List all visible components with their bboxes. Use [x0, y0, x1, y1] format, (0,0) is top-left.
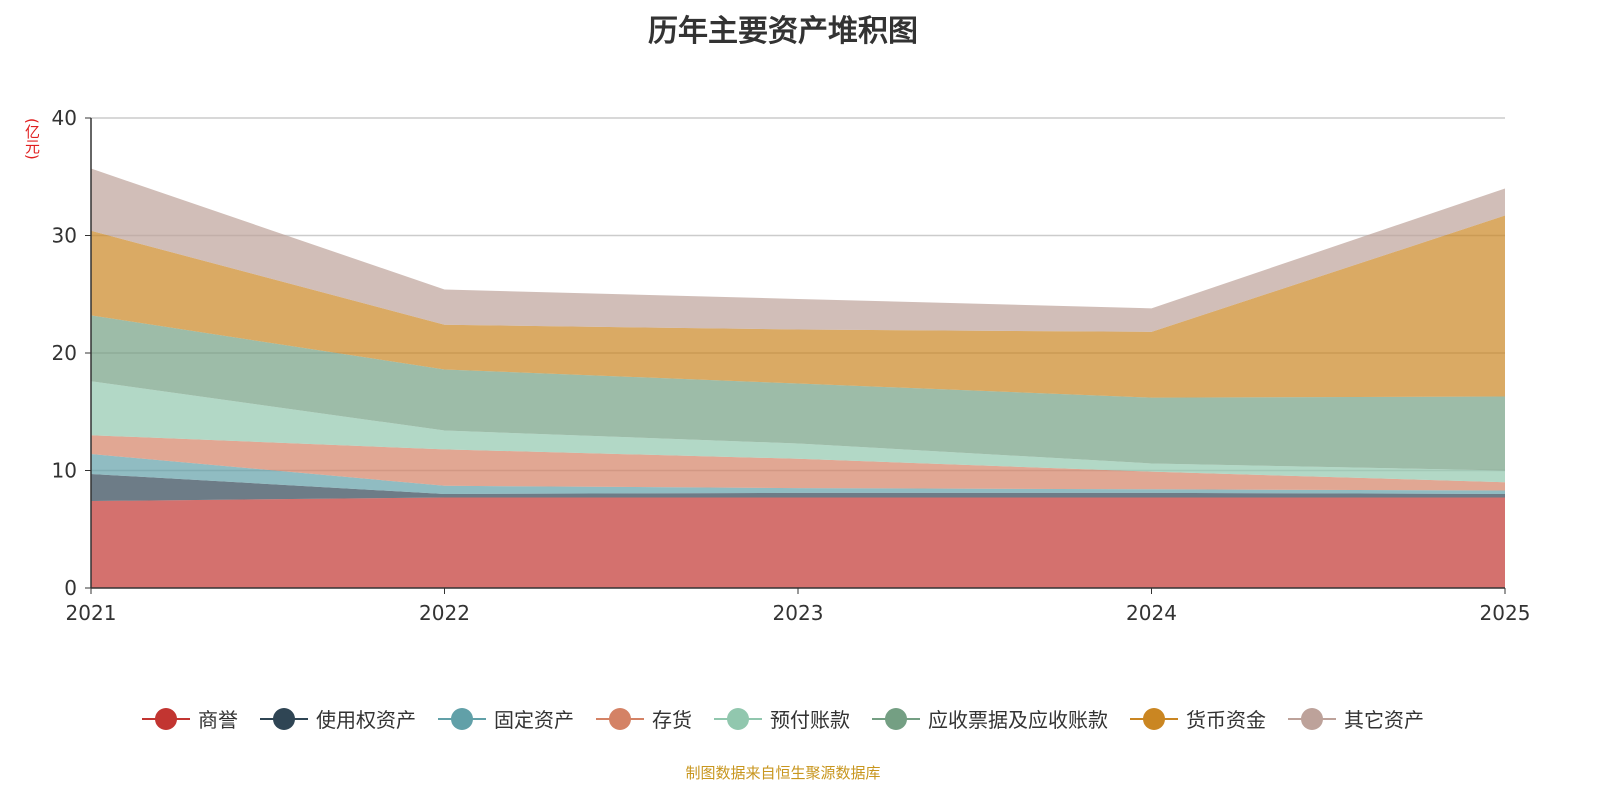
x-tick-label: 2022 [419, 601, 470, 625]
legend-item[interactable]: 其它资产 [1288, 704, 1424, 733]
y-tick-label: 40 [52, 106, 77, 130]
area-3 [91, 435, 1505, 491]
legend-marker-icon [872, 707, 920, 730]
legend-marker-icon [596, 707, 644, 730]
legend-item[interactable]: 预付账款 [714, 704, 850, 733]
y-tick-label: 0 [64, 576, 77, 600]
legend-label: 应收票据及应收账款 [928, 708, 1108, 732]
x-tick-label: 2023 [773, 601, 824, 625]
y-tick-label: 10 [52, 459, 77, 483]
legend-item[interactable]: 商誉 [142, 704, 238, 733]
legend-marker-icon [142, 707, 190, 730]
area-1 [91, 474, 1505, 502]
legend-marker-icon [1288, 707, 1336, 730]
legend-item[interactable]: 使用权资产 [260, 704, 416, 733]
legend-label: 固定资产 [494, 708, 574, 732]
area-0 [91, 497, 1505, 588]
area-6 [91, 215, 1505, 398]
legend-marker-icon [1130, 707, 1178, 730]
legend-label: 货币资金 [1186, 708, 1266, 732]
source-footer: 制图数据来自恒生聚源数据库 [685, 764, 881, 782]
legend-item[interactable]: 固定资产 [438, 704, 574, 733]
area-5 [91, 315, 1505, 471]
x-tick-label: 2021 [66, 601, 117, 625]
area-4 [91, 381, 1505, 483]
legend: 商誉 使用权资产 固定资产 存货 预付账款 应收票据及应收账款 货币资金 其它资产 [0, 704, 1566, 733]
legend-marker-icon [714, 707, 762, 730]
legend-marker-icon [438, 707, 486, 730]
legend-label: 使用权资产 [316, 708, 416, 732]
legend-label: 商誉 [198, 708, 238, 732]
legend-label: 存货 [652, 708, 692, 732]
legend-item[interactable]: 存货 [596, 704, 692, 733]
legend-label: 预付账款 [770, 708, 850, 732]
y-tick-label: 30 [52, 224, 77, 248]
y-tick-label: 20 [52, 341, 77, 365]
y-axis-label: (亿元) [23, 118, 41, 160]
legend-item[interactable]: 应收票据及应收账款 [872, 704, 1108, 733]
legend-marker-icon [260, 707, 308, 730]
area-7 [91, 168, 1505, 332]
x-tick-label: 2025 [1480, 601, 1531, 625]
x-tick-label: 2024 [1126, 601, 1177, 625]
area-2 [91, 454, 1505, 494]
plot-area: 0 10 20 30 40 2021 2022 2023 2024 2025 [52, 106, 1531, 625]
legend-label: 其它资产 [1344, 708, 1424, 732]
chart-title: 历年主要资产堆积图 [648, 14, 918, 49]
legend-item[interactable]: 货币资金 [1130, 704, 1266, 733]
